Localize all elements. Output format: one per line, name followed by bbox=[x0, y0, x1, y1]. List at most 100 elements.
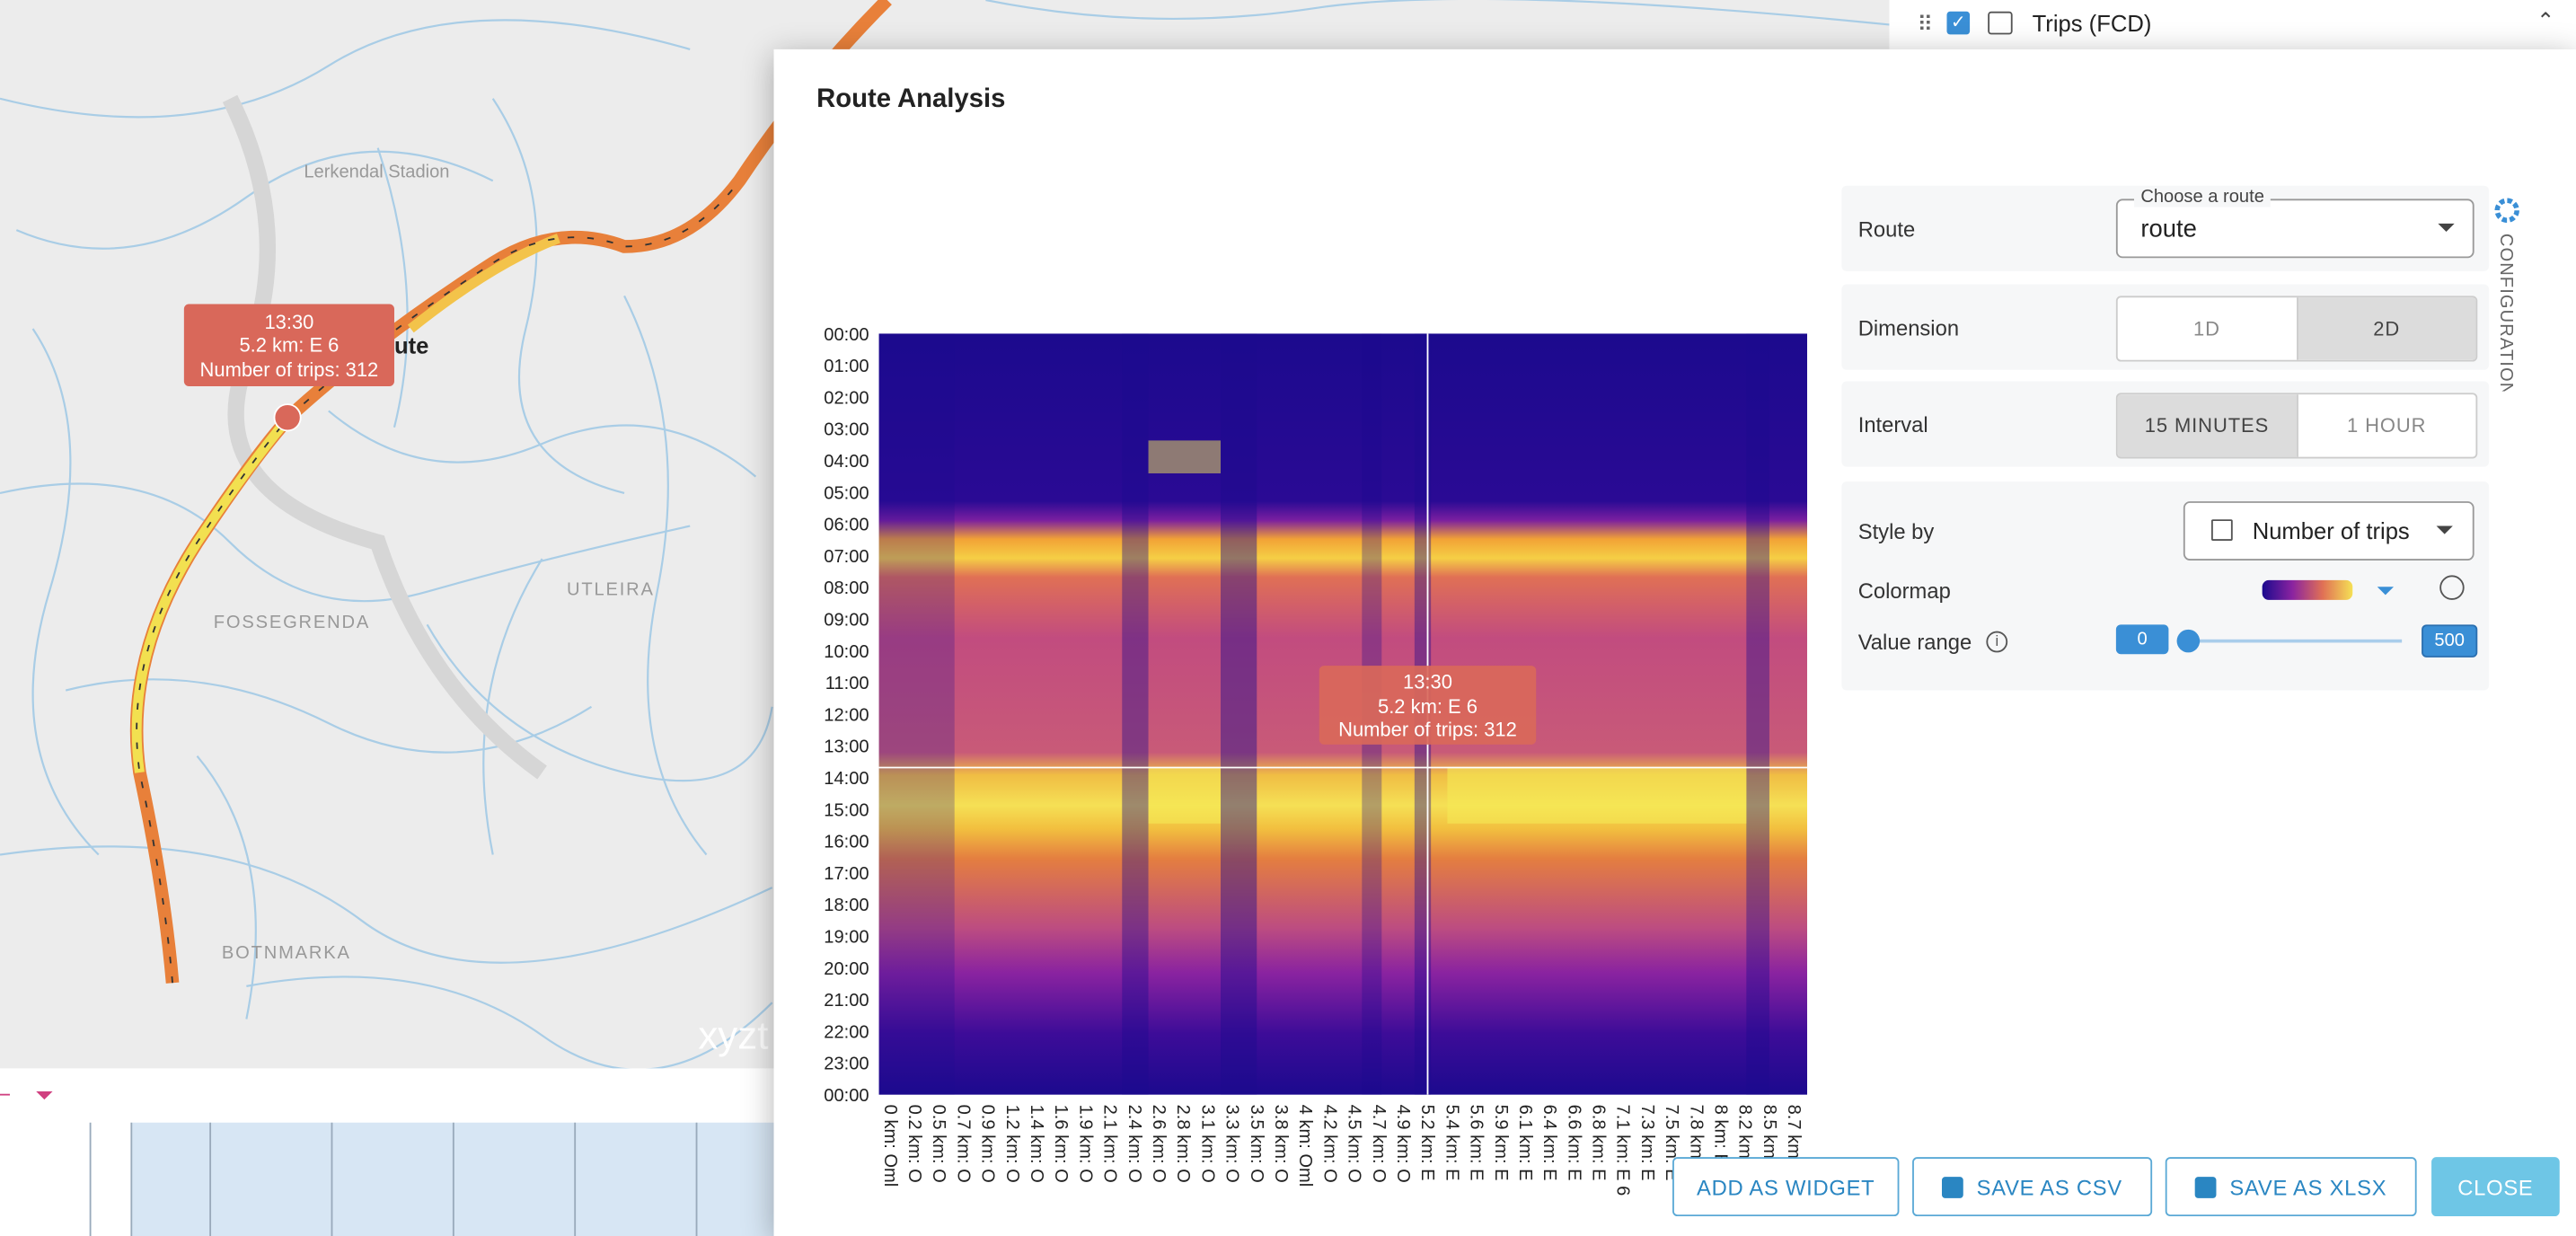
y-tick-label: 07:00 bbox=[824, 547, 869, 567]
map-place-label: BOTNMARKA bbox=[222, 943, 351, 963]
y-tick-label: 00:00 bbox=[824, 1086, 869, 1106]
y-tick-label: 13:00 bbox=[824, 737, 869, 757]
x-tick-label: 1.6 km: O bbox=[1051, 1105, 1071, 1183]
x-tick-label: 3.1 km: O bbox=[1197, 1105, 1217, 1183]
collapse-icon[interactable]: ⌃ bbox=[2536, 8, 2555, 33]
layer-checkbox[interactable]: ✓ bbox=[1946, 11, 1971, 35]
tooltip-trips: Number of trips: 312 bbox=[1338, 719, 1517, 741]
y-tick-label: 16:00 bbox=[824, 833, 869, 852]
slider-track bbox=[2183, 639, 2403, 643]
river bbox=[222, 94, 547, 780]
y-tick-label: 02:00 bbox=[824, 388, 869, 408]
route-select[interactable]: Choose a route route bbox=[2115, 187, 2475, 259]
style-section: Style by Number of trips Colormap Value … bbox=[1841, 481, 2490, 691]
select-caret bbox=[2436, 525, 2453, 534]
y-tick-label: 05:00 bbox=[824, 483, 869, 503]
y-tick-label: 14:00 bbox=[824, 769, 869, 789]
tooltip-segment: 5.2 km: E 6 bbox=[1378, 695, 1478, 718]
x-tick-label: 0.5 km: O bbox=[929, 1105, 948, 1183]
x-tick-label: 2.4 km: O bbox=[1125, 1105, 1144, 1183]
y-tick-label: 10:00 bbox=[824, 642, 869, 662]
timeline-ticks bbox=[89, 1122, 698, 1236]
timeline-caret bbox=[36, 1090, 53, 1100]
route-row: Route Choose a route route bbox=[1841, 185, 2490, 271]
action-button[interactable]: SAVE AS CSV bbox=[1912, 1157, 2153, 1217]
y-tick-label: 18:00 bbox=[824, 896, 869, 915]
palette-icon[interactable] bbox=[2439, 575, 2465, 600]
style-value: Number of trips bbox=[2252, 517, 2410, 544]
y-tick-label: 12:00 bbox=[824, 705, 869, 725]
y-tick-label: 15:00 bbox=[824, 800, 869, 820]
action-button[interactable]: CLOSE bbox=[2431, 1157, 2560, 1217]
value-range-label: Value range bbox=[1857, 629, 1972, 655]
slider-thumb[interactable] bbox=[2176, 629, 2201, 653]
style-select[interactable]: Number of trips bbox=[2183, 501, 2475, 561]
chart-icon bbox=[2210, 519, 2233, 542]
y-tick-label: 20:00 bbox=[824, 959, 869, 979]
y-tick-label: 00:00 bbox=[824, 325, 869, 345]
x-tick-label: 5.9 km: E bbox=[1491, 1105, 1511, 1181]
interval-row: Interval 15 MINUTES 1 HOUR bbox=[1841, 381, 2490, 467]
interval-label: Interval bbox=[1857, 412, 1928, 437]
tooltip-time: 13:30 bbox=[264, 311, 313, 333]
timeline-range bbox=[131, 1122, 789, 1236]
y-tick-label: 03:00 bbox=[824, 420, 869, 440]
toggle-option[interactable]: 2D bbox=[2296, 297, 2476, 360]
x-tick-label: 5.6 km: E bbox=[1467, 1105, 1486, 1181]
toggle-option[interactable]: 1D bbox=[2192, 317, 2220, 340]
x-tick-label: 2.6 km: O bbox=[1149, 1105, 1169, 1183]
info-icon[interactable]: i bbox=[1986, 631, 2008, 653]
x-tick-label: 3.8 km: O bbox=[1271, 1105, 1291, 1183]
x-tick-label: 6.1 km: E bbox=[1515, 1105, 1535, 1181]
action-button[interactable]: SAVE AS XLSX bbox=[2165, 1157, 2417, 1217]
interval-toggle: 15 MINUTES 1 HOUR bbox=[2115, 393, 2478, 459]
y-tick-label: 08:00 bbox=[824, 578, 869, 598]
y-tick-label: 19:00 bbox=[824, 927, 869, 947]
range-min[interactable]: 0 bbox=[2115, 624, 2169, 655]
x-tick-label: 5.2 km: E bbox=[1417, 1105, 1437, 1181]
select-caret bbox=[2438, 223, 2455, 233]
map-place-label: FOSSEGRENDA bbox=[214, 613, 370, 632]
x-tick-label: 4.9 km: O bbox=[1393, 1105, 1413, 1183]
y-tick-label: 11:00 bbox=[825, 674, 869, 693]
y-tick-label: 17:00 bbox=[824, 864, 869, 884]
x-tick-label: 6.6 km: E bbox=[1564, 1105, 1584, 1181]
dimension-row: Dimension 1D 2D bbox=[1841, 284, 2490, 370]
heatmap-bright-bands bbox=[1148, 440, 1747, 824]
config-tab[interactable]: CONFIGURATION bbox=[2491, 194, 2527, 392]
range-max[interactable]: 500 bbox=[2422, 624, 2478, 658]
x-tick-label: 5.4 km: E bbox=[1442, 1105, 1461, 1181]
y-tick-label: 06:00 bbox=[824, 516, 869, 535]
streets bbox=[0, 0, 1890, 1071]
x-tick-label: 0.2 km: O bbox=[904, 1105, 924, 1183]
colormap-label: Colormap bbox=[1857, 578, 1951, 604]
route-label: Route bbox=[1857, 216, 1916, 242]
x-tick-label: 4 km: Oml bbox=[1295, 1105, 1315, 1187]
y-tick-label: 01:00 bbox=[824, 357, 869, 376]
colormap-swatch[interactable] bbox=[2262, 579, 2353, 600]
y-tick-label: 23:00 bbox=[824, 1055, 869, 1074]
button-label: SAVE AS XLSX bbox=[2229, 1174, 2387, 1199]
colormap-caret[interactable] bbox=[2377, 587, 2394, 596]
toggle-option[interactable]: 1 HOUR bbox=[2296, 394, 2475, 457]
toggle-option[interactable]: 15 MINUTES bbox=[2117, 394, 2297, 457]
y-tick-label: 22:00 bbox=[824, 1022, 869, 1042]
route-field-label: Choose a route bbox=[2134, 187, 2272, 207]
watermark: xyzt bbox=[698, 1013, 768, 1057]
map-place-label: UTLEIRA bbox=[567, 579, 655, 599]
table-icon[interactable] bbox=[1988, 11, 2013, 35]
heatmap-dark-bands bbox=[878, 333, 1769, 1095]
x-tick-label: 1.9 km: O bbox=[1075, 1105, 1095, 1183]
y-tick-label: 09:00 bbox=[824, 610, 869, 630]
drag-handle[interactable]: ⠿ bbox=[1917, 11, 1933, 37]
x-tick-label: 2.1 km: O bbox=[1100, 1105, 1120, 1183]
route-value: route bbox=[2140, 215, 2197, 243]
map-place-label: Lerkendal Stadion bbox=[304, 163, 449, 182]
button-label: CLOSE bbox=[2457, 1174, 2534, 1199]
dimension-toggle: 1D 2D bbox=[2115, 296, 2478, 362]
dialog-title: Route Analysis bbox=[816, 85, 1006, 114]
action-button[interactable]: ADD AS WIDGET bbox=[1672, 1157, 1900, 1217]
x-tick-label: 3.3 km: O bbox=[1222, 1105, 1242, 1183]
x-tick-label: 6.8 km: E bbox=[1589, 1105, 1609, 1181]
